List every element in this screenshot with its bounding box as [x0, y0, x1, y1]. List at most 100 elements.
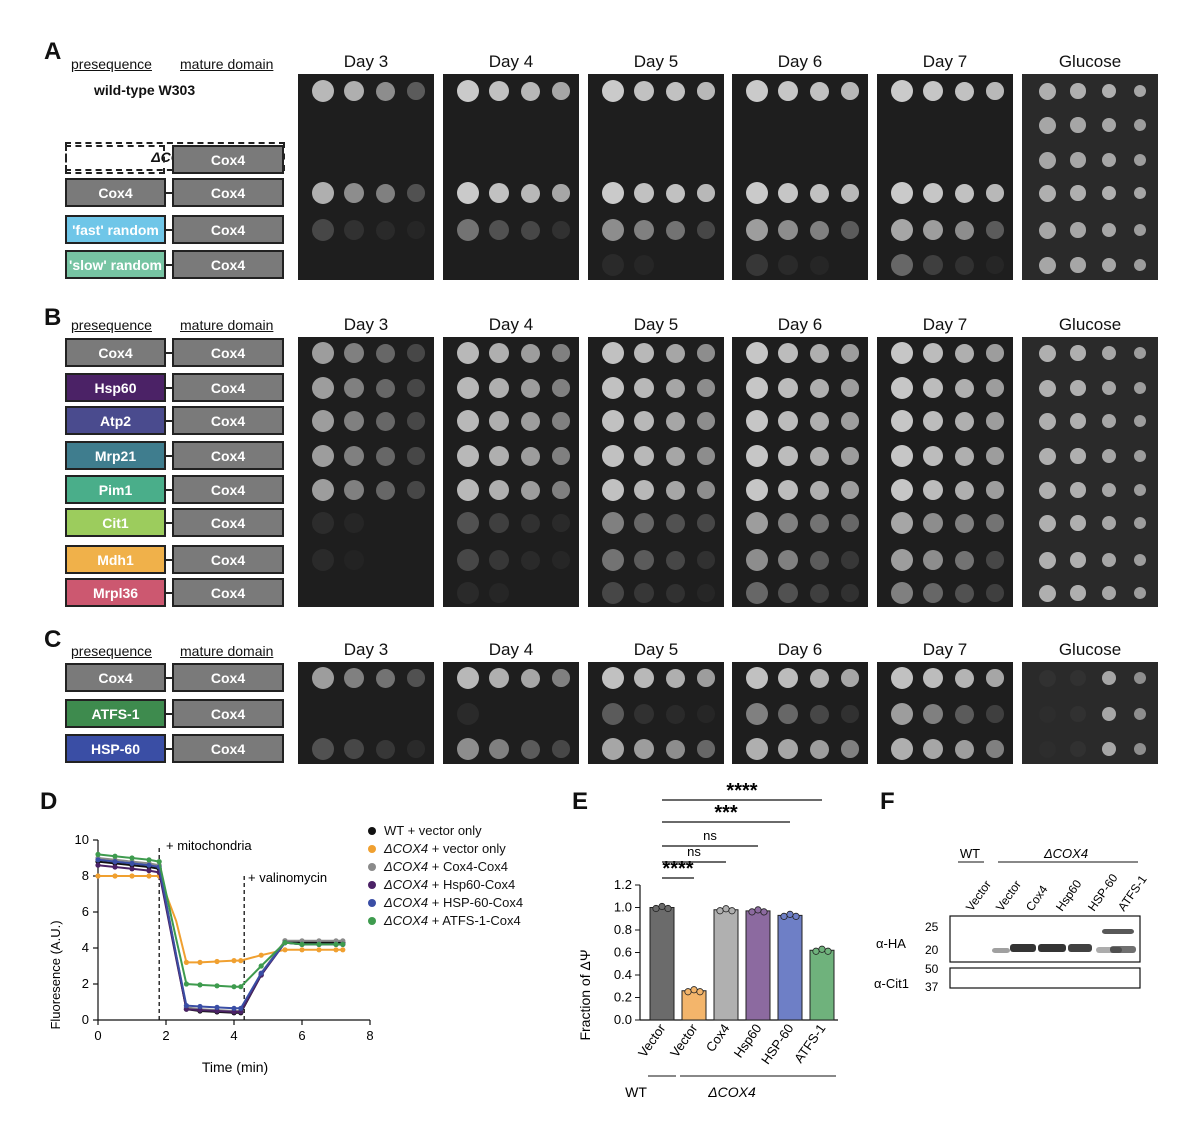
yeast-spot: [986, 669, 1004, 687]
plate-label: Glucose: [1058, 52, 1122, 71]
plate-label: Day 3: [343, 640, 389, 659]
yeast-spot: [1070, 152, 1086, 168]
data-point: [340, 941, 346, 947]
yeast-spot: [633, 342, 655, 364]
yeast-spot: [602, 738, 624, 760]
y-tick-label: 0: [82, 1012, 89, 1027]
yeast-spot: [809, 183, 829, 203]
yeast-spot: [552, 82, 570, 100]
yeast-spot: [1038, 344, 1056, 362]
data-point: [258, 970, 264, 976]
dcox4-group-label: ΔCOX4: [707, 1084, 756, 1100]
yeast-spot: [602, 703, 624, 725]
significance-label: ****: [726, 780, 757, 802]
yeast-spot: [343, 479, 365, 501]
connector: [166, 489, 172, 491]
yeast-spot: [488, 80, 510, 102]
data-point: [333, 947, 339, 953]
yeast-spot: [1070, 257, 1086, 273]
yeast-spot: [1038, 481, 1056, 499]
yeast-spot: [602, 377, 624, 399]
yeast-spot: [457, 703, 479, 725]
yeast-spot: [922, 377, 944, 399]
yeast-spot: [407, 447, 425, 465]
yeast-spot: [457, 738, 479, 760]
replicate-point: [754, 906, 762, 914]
yeast-spot: [777, 703, 799, 725]
legend-marker: [368, 863, 376, 871]
yeast-spot: [777, 512, 799, 534]
yeast-spot: [457, 410, 479, 432]
yeast-spot: [633, 182, 655, 204]
legend-label: + ATFS-1-Cox4: [428, 913, 521, 928]
yeast-spot: [488, 445, 510, 467]
yeast-spot: [746, 703, 768, 725]
yeast-spot: [891, 479, 913, 501]
yeast-spot: [602, 549, 624, 571]
legend-strain: ΔCOX4: [384, 895, 429, 910]
x-tick-label: 2: [162, 1028, 169, 1043]
data-point: [282, 940, 288, 946]
yeast-spot: [922, 342, 944, 364]
yeast-spot: [1038, 82, 1056, 100]
yeast-spot: [1133, 449, 1147, 463]
yeast-spot: [552, 740, 570, 758]
yeast-spot: [954, 583, 974, 603]
yeast-spot: [1133, 671, 1147, 685]
x-tick-label: 8: [366, 1028, 373, 1043]
presequence-box: Cox4: [65, 663, 166, 692]
yeast-spot: [488, 667, 510, 689]
plate-day: [443, 337, 579, 607]
plate-label: Day 7: [922, 640, 968, 659]
yeast-spot: [633, 80, 655, 102]
yeast-spot: [986, 221, 1004, 239]
yeast-spot: [375, 739, 395, 759]
y-tick-label: 0.2: [614, 990, 632, 1005]
data-point: [258, 952, 264, 958]
yeast-spot: [1102, 586, 1116, 600]
data-point: [299, 947, 305, 953]
yeast-spot: [1133, 153, 1147, 167]
yeast-spot: [922, 703, 944, 725]
yeast-spot: [746, 342, 768, 364]
legend-strain: WT: [384, 823, 404, 838]
yeast-spot: [841, 221, 859, 239]
category-label: Hsp60: [731, 1021, 765, 1060]
yeast-spot: [809, 739, 829, 759]
replicate-point: [812, 947, 820, 955]
yeast-spot: [1038, 151, 1056, 169]
mature-domain-box: Cox4: [172, 663, 284, 692]
data-point: [146, 873, 152, 879]
significance-label: ***: [714, 802, 738, 824]
presequence-box: Mdh1: [65, 545, 166, 574]
y-tick-label: 1.0: [614, 900, 632, 915]
yeast-spot: [954, 183, 974, 203]
yeast-spot: [665, 739, 685, 759]
replicate-point: [658, 902, 666, 911]
yeast-spot: [457, 80, 479, 102]
legend-strain: ΔCOX4: [384, 859, 429, 874]
yeast-spot: [809, 343, 829, 363]
yeast-spot: [665, 81, 685, 101]
connector: [166, 748, 172, 750]
yeast-spot: [665, 704, 685, 724]
data-point: [340, 938, 346, 944]
yeast-spot: [457, 479, 479, 501]
plate-day: [877, 74, 1013, 280]
yeast-spot: [375, 343, 395, 363]
yeast-spot: [343, 738, 365, 760]
yeast-spot: [841, 481, 859, 499]
yeast-spot: [746, 479, 768, 501]
yeast-spot: [602, 219, 624, 241]
connector: [166, 420, 172, 422]
yeast-spot: [954, 81, 974, 101]
yeast-spot: [891, 410, 913, 432]
data-point: [282, 947, 288, 953]
yeast-spot: [312, 377, 334, 399]
yeast-spot: [922, 667, 944, 689]
yeast-spot: [665, 343, 685, 363]
yeast-spot: [343, 549, 365, 571]
plate-label: Day 4: [488, 52, 534, 71]
lane-label: Vector: [993, 878, 1024, 914]
data-point: [197, 1003, 203, 1010]
